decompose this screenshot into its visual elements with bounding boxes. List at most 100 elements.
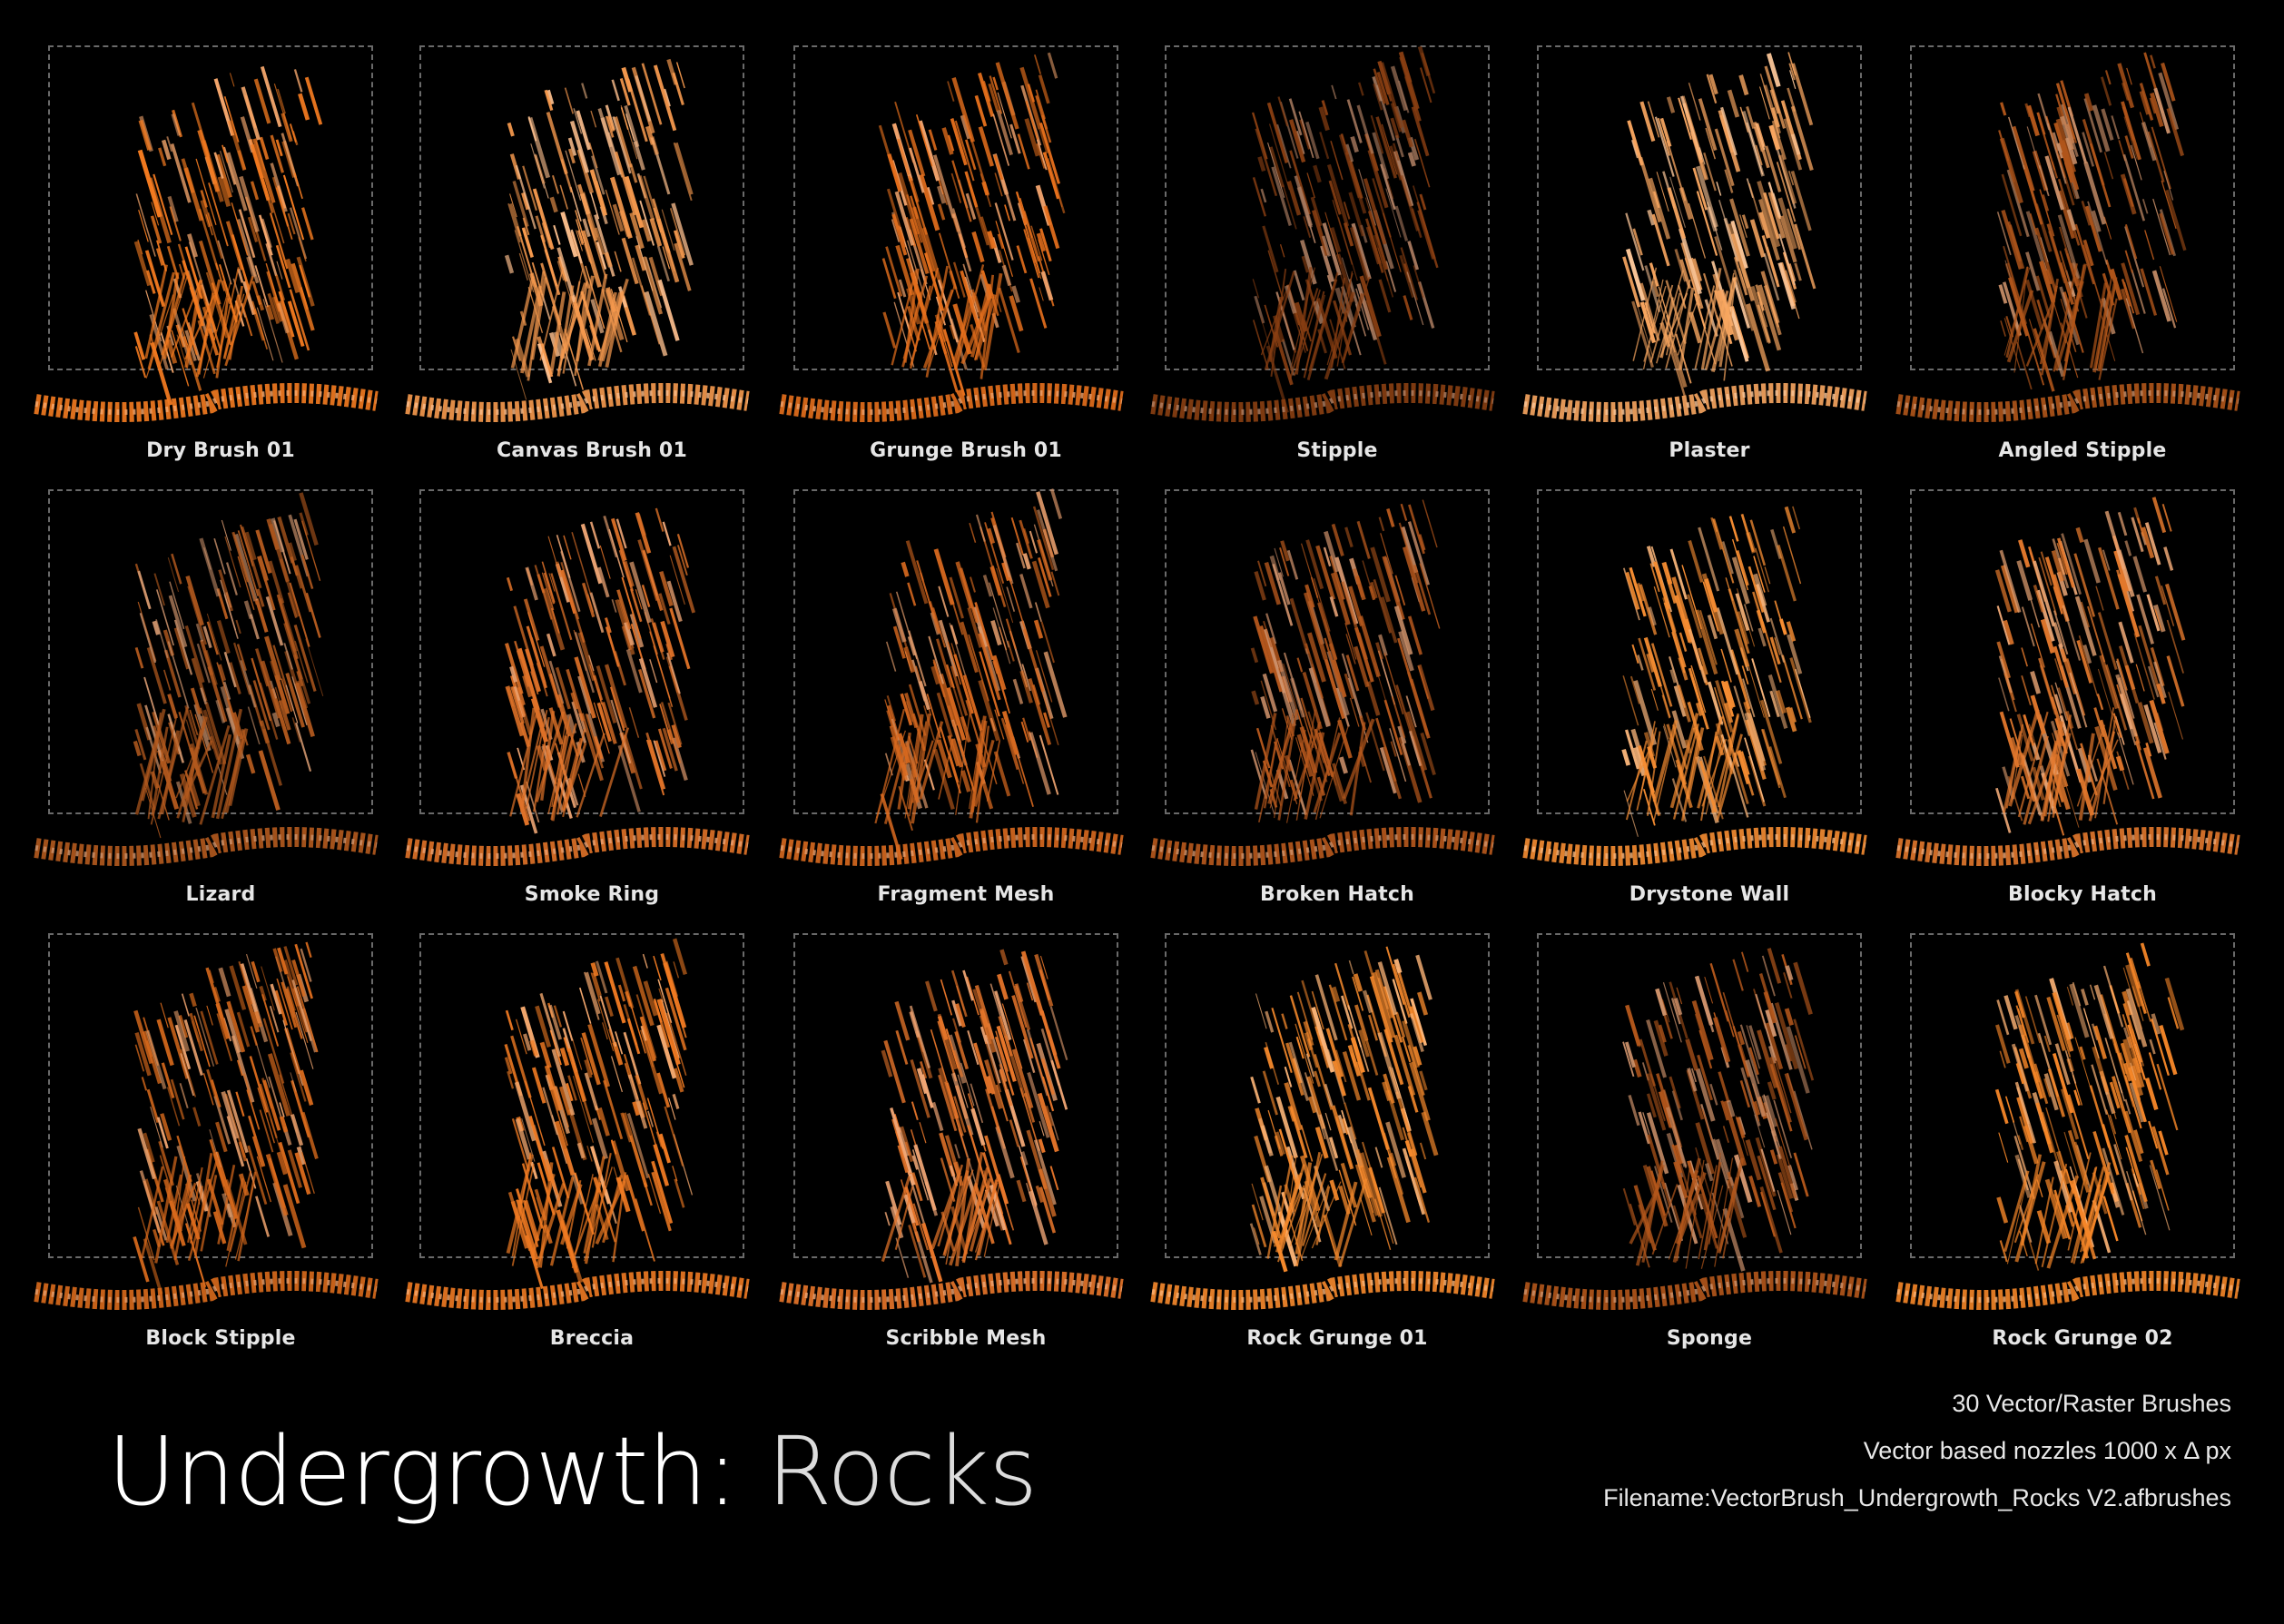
brush-cell: Blocky Hatch (1895, 489, 2273, 934)
brush-cell: Breccia (405, 933, 783, 1378)
filename-text: Filename:VectorBrush_Undergrowth_Rocks V… (1603, 1484, 2231, 1511)
page-title: Undergrowth: Rocks (107, 1416, 1038, 1527)
brush-frame (419, 489, 744, 814)
brush-stroke-swatch (1895, 52, 2240, 422)
brush-label: Block Stipple (145, 1327, 296, 1350)
brush-stroke-swatch (405, 507, 750, 866)
brush-wave-highlight (1896, 834, 2240, 859)
brush-stroke-swatch (1895, 942, 2240, 1310)
brush-wave-highlight (406, 834, 749, 859)
brush-label: Scribble Mesh (885, 1327, 1047, 1350)
brush-stroke (1996, 52, 2187, 392)
brush-label: Plaster (1669, 439, 1750, 462)
brush-label: Stipple (1296, 439, 1378, 462)
brush-stroke-swatch (1150, 45, 1495, 422)
brush-wave-highlight (406, 390, 749, 415)
brush-label: Sponge (1666, 1327, 1753, 1350)
brush-cell: Fragment Mesh (779, 488, 1157, 934)
brush-stroke-swatch (779, 488, 1124, 866)
brush-stroke-swatch (405, 938, 750, 1310)
brush-grid: Dry Brush 01 Canvas Brush 01 Grunge Brush … (34, 45, 2273, 1378)
brush-frame (1165, 933, 1490, 1258)
brush-stroke-swatch (1895, 497, 2240, 866)
brush-stroke-swatch (34, 492, 379, 866)
brush-stroke-swatch (779, 52, 1124, 422)
brush-wave-highlight (1523, 390, 1866, 415)
brush-stroke (1251, 45, 1439, 413)
brush-stroke-swatch (1522, 506, 1867, 866)
brush-stroke-swatch (779, 949, 1124, 1310)
brush-cell: Lizard (34, 489, 411, 934)
brush-stroke (133, 492, 324, 839)
brush-wave-highlight (34, 834, 378, 859)
brush-stroke-swatch (1150, 946, 1495, 1310)
brush-stroke (1621, 506, 1812, 837)
brush-stroke-swatch (1522, 52, 1867, 422)
brush-label: Rock Grunge 01 (1246, 1327, 1428, 1350)
brush-stroke (133, 941, 319, 1294)
brush-cell: Plaster (1522, 45, 1900, 490)
brush-frame (1910, 45, 2235, 370)
brush-label: Lizard (185, 883, 256, 906)
brush-wave-highlight (1523, 834, 1866, 859)
brush-label: Fragment Mesh (877, 883, 1055, 906)
brush-stroke (1994, 942, 2185, 1271)
brush-stroke (1994, 497, 2186, 836)
brush-frame (1910, 489, 2235, 814)
brush-label: Canvas Brush 01 (497, 439, 687, 462)
title-sub: Rocks (766, 1416, 1038, 1527)
brush-frame (1537, 489, 1862, 814)
brush-stroke-swatch (34, 941, 379, 1310)
brush-stroke (133, 65, 323, 406)
brush-wave-highlight (780, 1278, 1123, 1303)
brush-label: Dry Brush 01 (146, 439, 295, 462)
brush-stroke (504, 58, 694, 400)
brush-wave-highlight (1896, 1278, 2240, 1303)
title-main: Undergrowth: (107, 1416, 738, 1527)
brush-cell: Drystone Wall (1522, 489, 1900, 934)
brush-label: Broken Hatch (1260, 883, 1414, 906)
nozzle-size-text: Vector based nozzles 1000 x Δ px (1863, 1437, 2231, 1464)
brush-cell: Rock Grunge 02 (1895, 933, 2273, 1378)
brush-stroke (1249, 946, 1439, 1273)
brush-cell: Dry Brush 01 (34, 45, 411, 490)
brush-label: Angled Stipple (1998, 439, 2167, 462)
brush-cell: Smoke Ring (405, 489, 783, 934)
brush-label: Grunge Brush 01 (870, 439, 1062, 462)
brush-stroke-swatch (405, 58, 750, 422)
brush-wave-highlight (406, 1278, 749, 1303)
brush-stroke (1250, 499, 1441, 823)
brush-frame (419, 933, 744, 1258)
brush-wave-highlight (780, 390, 1123, 415)
brush-cell: Block Stipple (34, 933, 411, 1378)
brush-wave-highlight (1151, 390, 1494, 415)
brush-wave-highlight (1523, 1278, 1866, 1303)
brush-frame (793, 933, 1118, 1258)
brush-stroke (504, 938, 694, 1289)
brush-cell: Stipple (1150, 45, 1528, 490)
brush-cell: Canvas Brush 01 (405, 45, 783, 490)
brush-frame (48, 45, 373, 370)
info-block: 30 Vector/Raster Brushes Vector based no… (1603, 1380, 2231, 1521)
brush-wave-highlight (1151, 1278, 1494, 1303)
brush-count-text: 30 Vector/Raster Brushes (1952, 1390, 2231, 1417)
brush-cell: Grunge Brush 01 (779, 45, 1157, 490)
brush-wave-highlight (34, 1278, 378, 1303)
brush-stroke-swatch (1150, 499, 1495, 866)
brush-cell: Broken Hatch (1150, 489, 1528, 934)
brush-wave-highlight (1151, 834, 1494, 859)
brush-wave-highlight (780, 834, 1123, 859)
brush-stroke (1622, 948, 1815, 1272)
brush-frame (48, 489, 373, 814)
brush-frame (48, 933, 373, 1258)
brush-frame (1537, 45, 1862, 370)
brush-label: Smoke Ring (524, 883, 660, 906)
brush-stroke (504, 507, 695, 834)
brush-cell: Rock Grunge 01 (1150, 933, 1528, 1378)
brush-frame (419, 45, 744, 370)
brush-frame (1165, 489, 1490, 814)
brush-stroke-swatch (1522, 948, 1867, 1310)
brush-wave-highlight (1896, 390, 2240, 415)
brush-label: Breccia (549, 1327, 635, 1350)
brush-wave-highlight (34, 390, 378, 415)
